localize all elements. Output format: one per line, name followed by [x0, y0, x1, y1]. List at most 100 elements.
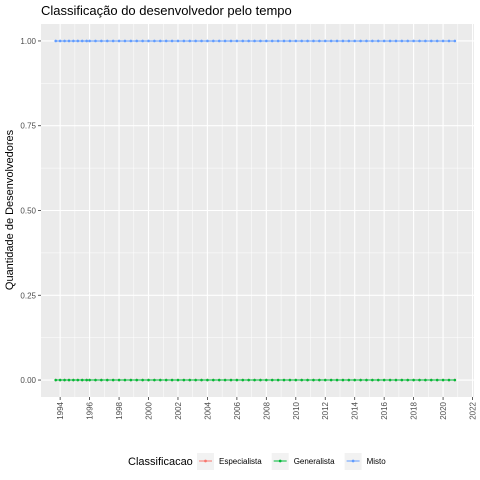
data-point [80, 39, 84, 43]
data-point [63, 378, 66, 382]
data-point [412, 378, 415, 382]
data-point [235, 378, 239, 382]
legend-label: Especialista [219, 457, 262, 466]
data-point [105, 378, 109, 382]
data-point [276, 39, 280, 43]
data-point [123, 378, 127, 382]
y-axis-label: Quantidade de Desenvolvedores [4, 129, 16, 290]
data-point [63, 39, 66, 43]
data-point [117, 378, 121, 382]
data-point [288, 378, 292, 382]
data-point [276, 378, 280, 382]
data-point [100, 39, 103, 43]
data-point [453, 378, 457, 382]
data-point [270, 39, 274, 43]
y-tick-label: 0.25 [20, 291, 36, 300]
x-tick-label: 2012 [321, 401, 330, 419]
x-tick-label: 2010 [292, 401, 301, 419]
y-tick-label: 0.75 [20, 122, 36, 131]
data-point [418, 39, 421, 43]
x-tick-label: 2016 [380, 401, 389, 419]
data-point [371, 378, 374, 382]
x-tick-label: 1998 [115, 401, 124, 419]
data-point [406, 39, 410, 43]
data-point [223, 378, 227, 382]
data-point [217, 378, 221, 382]
data-point [72, 39, 75, 43]
data-point [329, 39, 333, 43]
data-point [76, 378, 80, 382]
data-point [194, 378, 197, 382]
data-point [306, 378, 309, 382]
data-point [453, 39, 457, 43]
data-point [312, 39, 315, 43]
data-point [135, 378, 139, 382]
data-point [147, 378, 150, 382]
legend-title: Classificacao [128, 456, 193, 468]
data-point [306, 39, 309, 43]
data-point [429, 39, 433, 43]
data-point [347, 378, 351, 382]
data-point [282, 378, 286, 382]
legend-label: Misto [367, 457, 387, 466]
data-point [176, 378, 180, 382]
x-tick-label: 2014 [351, 401, 360, 419]
data-point [129, 378, 133, 382]
data-point [282, 39, 286, 43]
legend-key-point [204, 459, 207, 463]
data-point [158, 378, 162, 382]
data-point [117, 39, 121, 43]
legend-key-point [351, 459, 355, 463]
grid [41, 24, 474, 397]
data-point [259, 378, 262, 382]
data-point [235, 39, 239, 43]
data-point [200, 39, 203, 43]
data-point [429, 378, 433, 382]
data-point [135, 39, 139, 43]
data-point [400, 378, 404, 382]
data-point [253, 39, 256, 43]
y-tick-label: 0.50 [20, 207, 36, 216]
data-point [194, 39, 197, 43]
series-generalista [54, 378, 457, 382]
data-point [100, 378, 103, 382]
data-point [394, 378, 398, 382]
x-tick-label: 2018 [410, 401, 419, 419]
data-point [170, 378, 174, 382]
data-point [300, 378, 303, 382]
data-point [206, 39, 209, 43]
data-point [388, 378, 392, 382]
data-point [329, 378, 333, 382]
data-point [80, 378, 84, 382]
data-point [265, 39, 268, 43]
x-tick-label: 2004 [203, 401, 212, 419]
data-point [206, 378, 209, 382]
data-point [335, 39, 339, 43]
data-point [294, 378, 298, 382]
data-point [353, 39, 357, 43]
data-point [111, 39, 115, 43]
data-point [229, 39, 233, 43]
data-point [111, 378, 115, 382]
data-point [72, 378, 75, 382]
data-point [94, 378, 97, 382]
data-point [241, 39, 245, 43]
data-point [129, 39, 133, 43]
data-point [347, 39, 351, 43]
data-point [200, 378, 203, 382]
data-point [164, 39, 168, 43]
data-point [341, 378, 345, 382]
data-point [247, 39, 250, 43]
legend-item: Especialista [197, 453, 262, 470]
data-point [323, 39, 327, 43]
data-point [365, 39, 368, 43]
series-group [54, 39, 457, 382]
data-point [141, 378, 144, 382]
data-point [217, 39, 221, 43]
legend: Especialista Generalista Misto [197, 453, 386, 470]
x-tick-label: 2000 [145, 401, 154, 419]
data-point [376, 378, 380, 382]
data-point [67, 378, 71, 382]
data-point [241, 378, 245, 382]
